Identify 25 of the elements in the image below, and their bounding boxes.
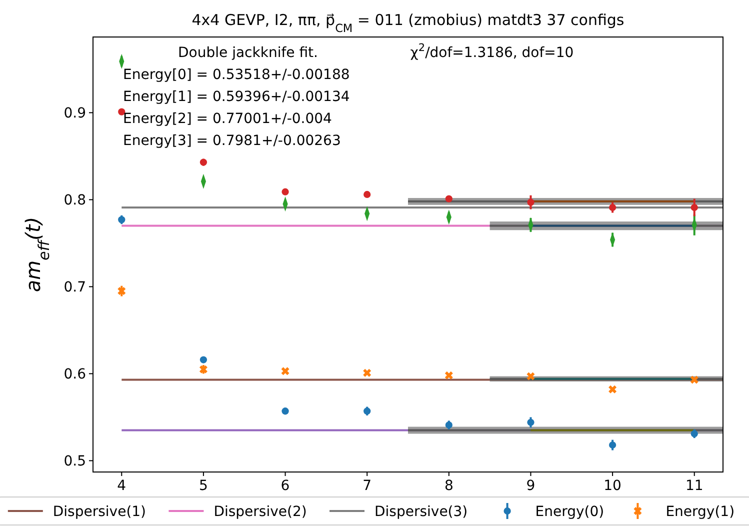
legend-label: Energy(1) [666,504,735,520]
y-tick-label: 0.9 [64,106,86,122]
x-tick-label: 5 [198,478,208,494]
y-tick-label: 0.8 [64,192,86,209]
x-tick-label: 4 [117,478,126,494]
annotation: Energy[3] = 0.7981+/-0.00263 [123,133,341,149]
x-tick-label: 6 [280,478,290,494]
legend-label: Dispersive(1) [52,504,146,520]
x-tick-label: 11 [685,478,704,494]
x-tick-label: 7 [362,478,372,494]
legend-label: Energy(0) [535,504,604,520]
y-tick-label: 0.6 [64,366,86,383]
y-tick-label: 0.7 [64,280,86,296]
annotation: χ$^{2}$/dof=1.3186, dof=10 [410,42,574,61]
annotation: Energy[0] = 0.53518+/-0.00188 [123,67,350,83]
legend-label: Dispersive(2) [214,504,307,520]
y-tick-label: 0.5 [64,454,86,470]
annotation: Energy[2] = 0.77001+/-0.004 [123,111,332,127]
annotation: Double jackknife fit. [178,45,318,61]
annotation: Energy[1] = 0.59396+/-0.00134 [123,89,350,105]
legend-label: Dispersive(3) [374,504,468,520]
x-tick-label: 9 [526,478,536,494]
x-tick-label: 10 [604,478,622,494]
chart-title: 4x4 GEVP, I2, ππ, p⃗$_{CM}$ = 011 (zmobius) matdt3 37 configs [192,11,624,34]
x-tick-label: 8 [444,478,454,494]
